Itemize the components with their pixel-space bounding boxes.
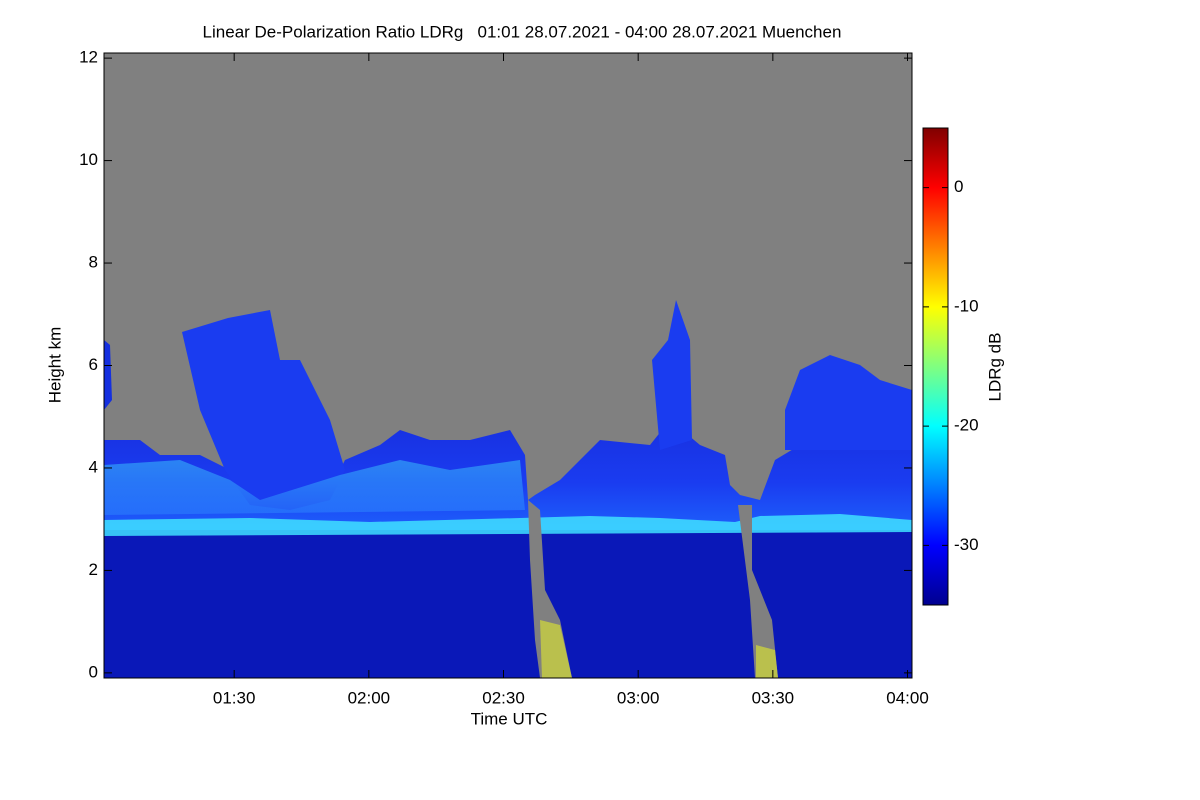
colorbar-frame	[922, 127, 949, 606]
echo-region	[104, 340, 112, 410]
y-tick-label: 0	[89, 662, 98, 681]
echo-region	[652, 300, 692, 450]
echo-region	[540, 620, 572, 678]
radar-field	[104, 53, 912, 678]
x-tick-label: 03:30	[752, 688, 795, 707]
echo-region	[104, 460, 525, 515]
echo-region	[756, 645, 778, 678]
x-tick-label: 01:30	[213, 688, 256, 707]
y-axis-label: Height km	[45, 327, 64, 404]
colorbar-tick-label: -20	[954, 416, 979, 435]
melting-layer	[104, 514, 912, 536]
y-tick-label: 10	[79, 150, 98, 169]
echo-region	[785, 355, 912, 450]
echo-region	[182, 310, 345, 510]
no-signal-area	[738, 505, 778, 678]
x-tick-label: 02:00	[348, 688, 391, 707]
y-tick-label: 4	[89, 457, 98, 476]
x-tick-label: 02:30	[482, 688, 525, 707]
colorbar	[923, 128, 948, 605]
y-tick-label: 2	[89, 560, 98, 579]
colorbar-tick-label: 0	[954, 177, 963, 196]
echo-region	[104, 530, 912, 678]
x-axis-label: Time UTC	[471, 709, 548, 728]
y-tick-label: 6	[89, 355, 98, 374]
y-tick-label: 12	[79, 48, 98, 67]
chart-title: Linear De-Polarization Ratio LDRg 01:01 …	[203, 22, 842, 41]
x-tick-label: 03:00	[617, 688, 660, 707]
colorbar-tick-label: -30	[954, 535, 979, 554]
y-tick-label: 8	[89, 253, 98, 272]
colorbar-label: LDRg dB	[985, 333, 1004, 402]
colorbar-tick-label: -10	[954, 296, 979, 315]
x-tick-label: 04:00	[886, 688, 929, 707]
